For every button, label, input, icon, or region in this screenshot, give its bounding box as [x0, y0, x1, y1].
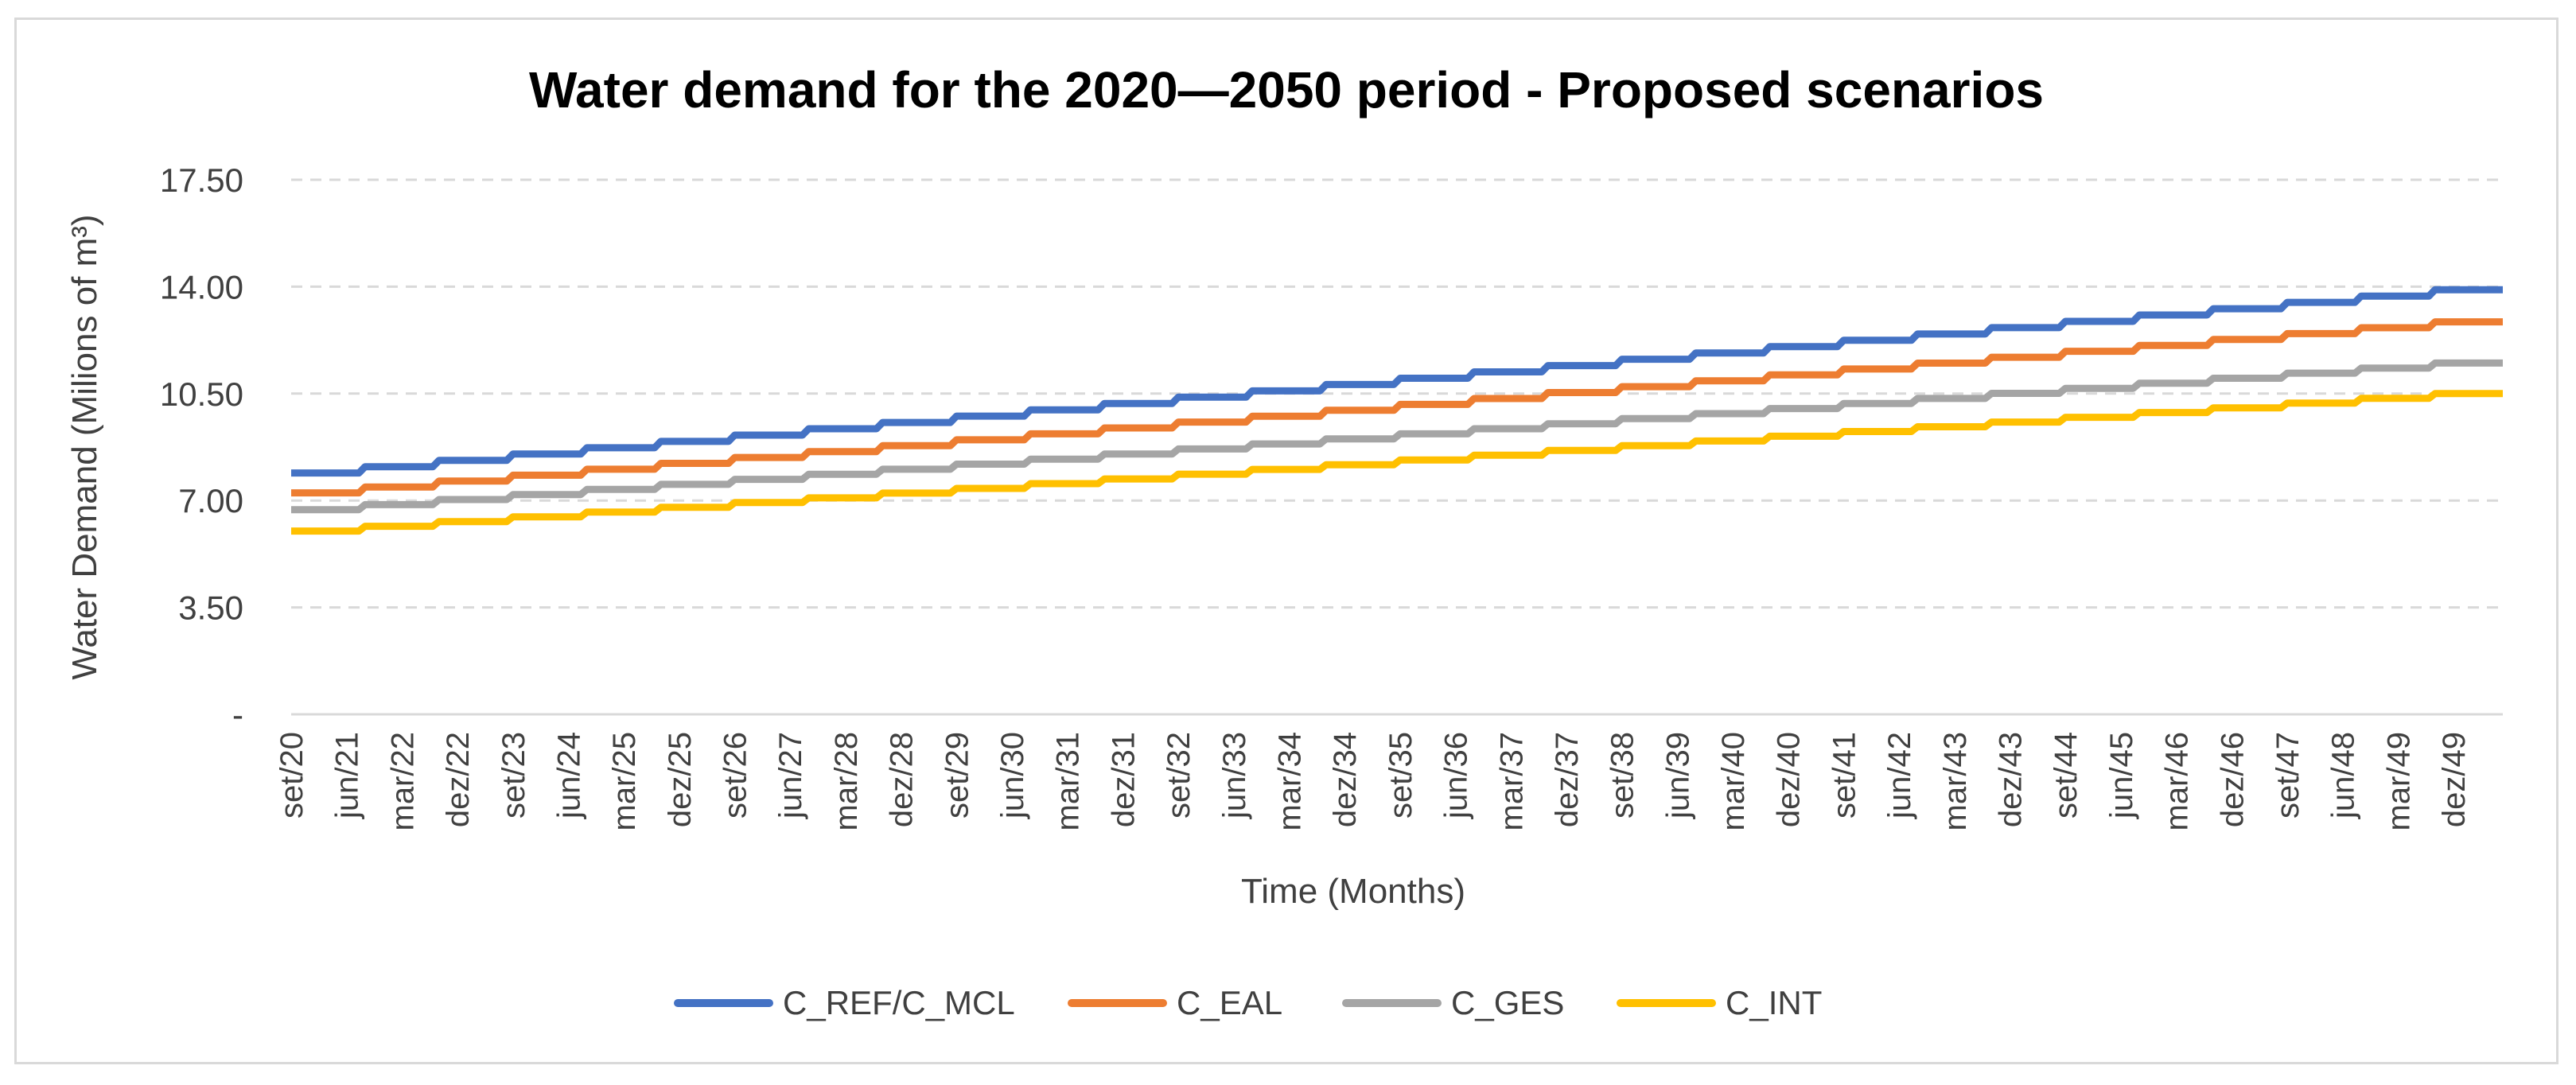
x-tick-label: set/35 [1383, 732, 1418, 819]
series-line-c-ref-c-mcl [291, 286, 2503, 477]
x-tick-label: mar/40 [1716, 732, 1751, 831]
x-tick-label: jun/27 [773, 732, 808, 819]
y-axis-ticks: - 3.50 7.00 10.50 14.00 17.50 [160, 161, 243, 733]
x-tick-label: mar/25 [607, 732, 642, 831]
x-tick-label: mar/34 [1272, 732, 1307, 831]
x-axis-ticks: set/20 jun/21 mar/22 dez/22 set/23 jun/24 mar/… [274, 732, 2472, 831]
x-tick-label: jun/48 [2326, 732, 2361, 819]
series-lines [291, 286, 2503, 535]
x-tick-label: jun/33 [1217, 732, 1252, 819]
y-axis-label: Water Demand (Milions of m³) [65, 214, 104, 679]
y-tick-label: 14.00 [160, 268, 243, 305]
series-line-c-ges [291, 359, 2503, 514]
legend-label: C_EAL [1177, 984, 1282, 1021]
x-tick-label: set/44 [2049, 732, 2084, 819]
y-tick-label: 17.50 [160, 161, 243, 199]
y-tick-label: - [232, 696, 243, 733]
x-tick-label: set/32 [1162, 732, 1197, 819]
x-tick-label: jun/21 [330, 732, 365, 819]
x-tick-label: set/20 [274, 732, 309, 819]
x-tick-label: jun/45 [2104, 732, 2139, 819]
y-tick-label: 3.50 [178, 589, 243, 627]
series-line-c-int [291, 390, 2503, 535]
x-tick-label: dez/46 [2215, 732, 2250, 827]
x-tick-label: mar/31 [1051, 732, 1086, 831]
chart-title: Water demand for the 2020—2050 period - … [529, 61, 2044, 119]
x-tick-label: set/38 [1605, 732, 1640, 819]
x-tick-label: dez/31 [1106, 732, 1141, 827]
x-tick-label: dez/43 [1994, 732, 2029, 827]
x-tick-label: mar/43 [1938, 732, 1973, 831]
chart-frame: Water demand for the 2020—2050 period - … [14, 18, 2558, 1064]
x-tick-label: mar/22 [385, 732, 420, 831]
legend: C_REF/C_MCL C_EAL C_GES C_INT [674, 984, 1822, 1021]
legend-item: C_EAL [1068, 984, 1282, 1021]
x-tick-label: dez/22 [441, 732, 476, 827]
x-tick-label: jun/30 [995, 732, 1030, 819]
legend-item: C_INT [1617, 984, 1822, 1021]
x-tick-label: jun/36 [1439, 732, 1474, 819]
y-tick-label: 7.00 [178, 482, 243, 519]
legend-item: C_REF/C_MCL [674, 984, 1015, 1021]
x-tick-label: mar/46 [2160, 732, 2195, 831]
x-tick-label: jun/39 [1660, 732, 1695, 819]
legend-item: C_GES [1342, 984, 1564, 1021]
x-tick-label: dez/40 [1772, 732, 1807, 827]
x-tick-label: dez/49 [2437, 732, 2472, 827]
x-tick-label: dez/37 [1550, 732, 1585, 827]
series-line-c-eal [291, 318, 2503, 497]
x-tick-label: mar/37 [1494, 732, 1529, 831]
legend-label: C_GES [1451, 984, 1564, 1021]
x-tick-label: dez/28 [885, 732, 920, 827]
x-tick-label: set/23 [496, 732, 531, 819]
x-tick-label: jun/24 [551, 732, 586, 819]
x-tick-label: set/41 [1827, 732, 1862, 819]
x-tick-label: set/26 [718, 732, 753, 819]
x-axis-label: Time (Months) [1241, 872, 1465, 911]
x-tick-label: jun/42 [1882, 732, 1917, 819]
x-tick-label: dez/25 [663, 732, 698, 827]
x-tick-label: mar/49 [2381, 732, 2416, 831]
legend-label: C_INT [1726, 984, 1822, 1021]
x-tick-label: set/47 [2271, 732, 2306, 819]
x-tick-label: dez/34 [1328, 732, 1363, 827]
x-tick-label: set/29 [940, 732, 975, 819]
legend-label: C_REF/C_MCL [783, 984, 1015, 1021]
y-tick-label: 10.50 [160, 375, 243, 413]
gridlines [291, 178, 2503, 716]
x-tick-label: mar/28 [829, 732, 864, 831]
line-chart: Water demand for the 2020—2050 period - … [65, 61, 2503, 1021]
